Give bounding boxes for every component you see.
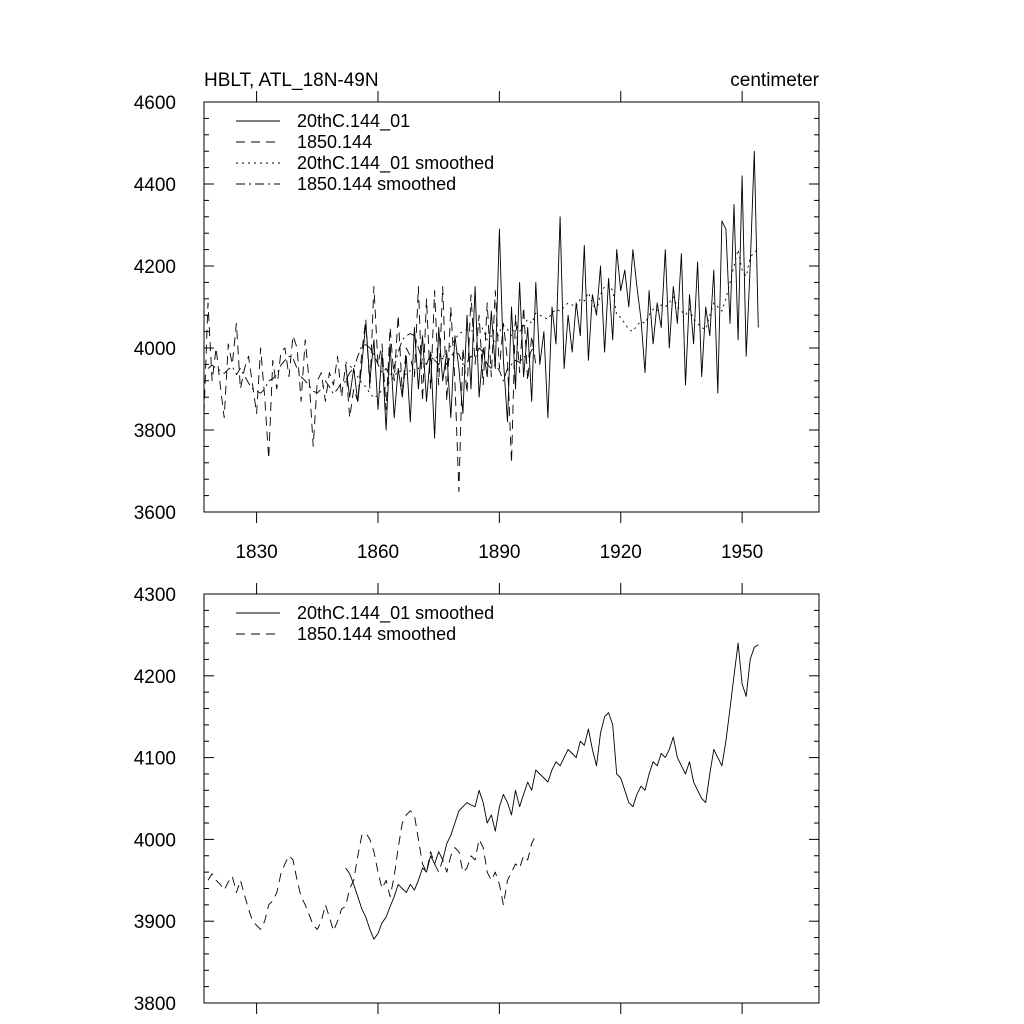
series-line-2	[203, 286, 537, 492]
chart-units: centimeter	[730, 70, 819, 91]
y-tick-label: 3800	[134, 421, 176, 442]
legend-label: 20thC.144_01 smoothed	[297, 603, 494, 624]
x-tick-label: 1920	[600, 542, 642, 563]
y-tick-label: 3600	[134, 503, 176, 524]
series-line-3	[345, 249, 759, 399]
plot-frame	[203, 101, 820, 513]
plot-frame	[203, 593, 820, 1004]
y-tick-label: 3900	[134, 912, 176, 933]
legend-label: 20thC.144_01 smoothed	[297, 153, 494, 174]
top-panel: HBLT, ATL_18N-49N centimeter 3600 3800 400…	[134, 70, 820, 563]
y-tick-label: 4400	[134, 175, 176, 196]
y-tick-label: 4300	[134, 585, 176, 606]
series-line-1	[345, 150, 759, 439]
legend-label: 20thC.144_01	[297, 111, 410, 132]
chart-title: HBLT, ATL_18N-49N	[204, 70, 379, 91]
y-tick-label: 4100	[134, 749, 176, 770]
y-tick-label: 4000	[134, 339, 176, 360]
x-tick-label: 1890	[478, 542, 520, 563]
y-tick-label: 4600	[134, 93, 176, 114]
bottom-panel: 3800 3900 4000 4100 4200 4300 20thC.144_01 smo…	[134, 583, 820, 1015]
y-tick-label: 4200	[134, 257, 176, 278]
y-tick-label: 4000	[134, 830, 176, 851]
y-tick-label: 3800	[134, 994, 176, 1015]
series-line-4	[207, 333, 537, 395]
y-tick-label: 4200	[134, 667, 176, 688]
legend-label: 1850.144 smoothed	[297, 174, 456, 194]
series-line-2	[207, 810, 537, 932]
legend-label: 1850.144	[297, 132, 372, 152]
x-tick-label: 1950	[721, 542, 763, 563]
x-tick-label: 1860	[357, 542, 399, 563]
legend-label: 1850.144 smoothed	[297, 624, 456, 644]
x-tick-label: 1830	[235, 542, 277, 563]
series-line-1	[345, 642, 759, 940]
